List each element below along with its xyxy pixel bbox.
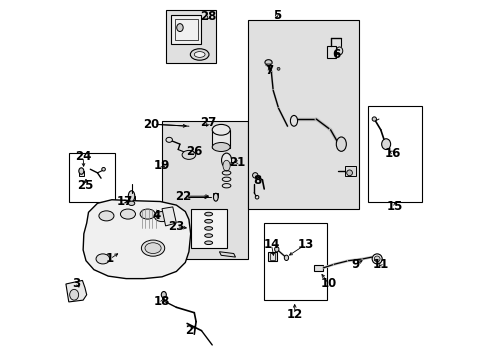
Ellipse shape — [274, 247, 278, 252]
Text: 3: 3 — [72, 278, 80, 291]
Text: 26: 26 — [186, 145, 202, 158]
Text: 18: 18 — [154, 296, 170, 309]
Ellipse shape — [141, 240, 164, 256]
Ellipse shape — [182, 150, 195, 159]
Polygon shape — [83, 200, 190, 279]
Bar — [267, 252, 276, 261]
Ellipse shape — [221, 153, 231, 167]
Text: 4: 4 — [152, 210, 161, 222]
Ellipse shape — [381, 139, 390, 149]
Bar — [190, 209, 226, 248]
Ellipse shape — [204, 226, 212, 230]
Text: 11: 11 — [372, 258, 388, 271]
Ellipse shape — [190, 49, 208, 60]
Text: 9: 9 — [351, 258, 359, 271]
Text: 27: 27 — [200, 116, 216, 129]
Text: 16: 16 — [385, 147, 401, 159]
Bar — [344, 166, 355, 176]
Ellipse shape — [154, 212, 169, 222]
Ellipse shape — [264, 60, 271, 65]
Bar — [213, 193, 218, 197]
Ellipse shape — [346, 170, 352, 176]
Bar — [69, 153, 115, 202]
Bar — [171, 15, 201, 44]
Bar — [162, 121, 247, 259]
Bar — [269, 253, 274, 260]
Polygon shape — [162, 207, 176, 226]
Text: 10: 10 — [320, 278, 336, 291]
Ellipse shape — [204, 220, 212, 223]
Ellipse shape — [120, 209, 135, 219]
Text: 15: 15 — [386, 201, 403, 213]
Bar — [174, 19, 198, 40]
Text: 12: 12 — [286, 308, 302, 321]
Ellipse shape — [371, 254, 382, 264]
Ellipse shape — [223, 160, 230, 171]
Ellipse shape — [96, 254, 109, 264]
Text: 8: 8 — [252, 174, 261, 186]
Bar — [367, 107, 421, 202]
Ellipse shape — [212, 125, 230, 135]
Text: 5: 5 — [272, 9, 280, 22]
Ellipse shape — [336, 47, 342, 55]
Text: 25: 25 — [77, 179, 93, 192]
Ellipse shape — [128, 201, 135, 206]
Ellipse shape — [102, 167, 105, 171]
Ellipse shape — [373, 256, 379, 262]
Text: 6: 6 — [331, 48, 339, 61]
Ellipse shape — [277, 67, 280, 70]
Ellipse shape — [128, 191, 135, 202]
Ellipse shape — [252, 173, 258, 178]
Ellipse shape — [140, 209, 155, 219]
Bar — [140, 209, 162, 228]
Ellipse shape — [165, 137, 172, 142]
Text: 19: 19 — [154, 159, 170, 172]
Ellipse shape — [204, 241, 212, 244]
Bar — [264, 223, 326, 300]
Bar — [79, 171, 83, 176]
Text: 22: 22 — [175, 190, 191, 203]
Bar — [314, 265, 323, 271]
Bar — [165, 10, 215, 63]
Text: 23: 23 — [168, 220, 184, 233]
Ellipse shape — [79, 168, 83, 174]
Ellipse shape — [290, 116, 297, 126]
Ellipse shape — [284, 255, 288, 261]
Text: 20: 20 — [143, 118, 159, 131]
Ellipse shape — [69, 289, 79, 300]
Ellipse shape — [371, 117, 376, 121]
Text: 7: 7 — [265, 64, 273, 77]
Text: 21: 21 — [229, 156, 245, 168]
Ellipse shape — [161, 292, 166, 298]
Bar — [326, 45, 335, 58]
Text: 28: 28 — [200, 10, 216, 23]
Ellipse shape — [204, 212, 212, 216]
Ellipse shape — [336, 137, 346, 151]
Bar — [247, 21, 359, 209]
Ellipse shape — [99, 211, 114, 221]
Ellipse shape — [144, 243, 161, 253]
Polygon shape — [219, 252, 235, 257]
Text: 17: 17 — [116, 195, 132, 208]
Text: 1: 1 — [106, 252, 114, 265]
Text: 13: 13 — [297, 238, 313, 251]
Text: 2: 2 — [184, 324, 193, 337]
Bar — [212, 130, 230, 148]
Ellipse shape — [212, 143, 230, 152]
Ellipse shape — [204, 234, 212, 237]
Ellipse shape — [213, 193, 218, 201]
Ellipse shape — [194, 51, 204, 57]
Text: 14: 14 — [263, 238, 279, 251]
Text: 24: 24 — [75, 150, 91, 163]
Polygon shape — [66, 280, 86, 302]
Ellipse shape — [176, 24, 183, 32]
Bar — [128, 196, 135, 203]
